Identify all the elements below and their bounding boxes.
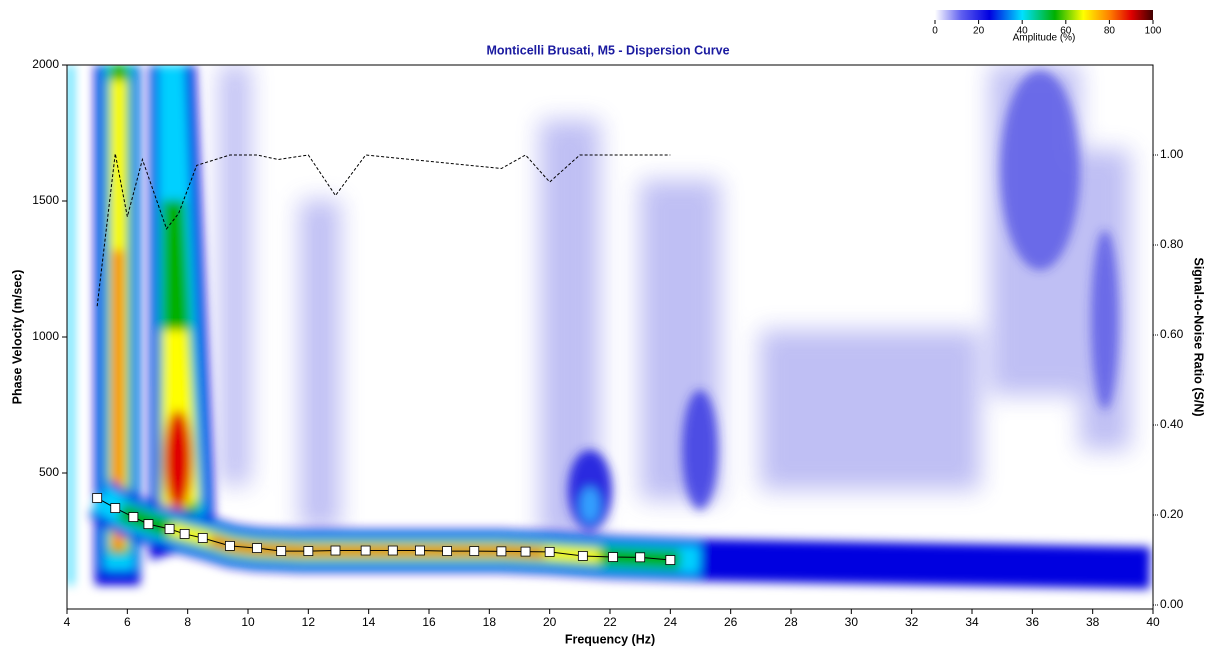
- x-tick-label: 30: [845, 615, 859, 629]
- x-tick-label: 40: [1146, 615, 1160, 629]
- data-point: [544, 546, 555, 557]
- x-axis-label: Frequency (Hz): [565, 632, 655, 646]
- data-point: [110, 503, 121, 513]
- x-tick-label: 38: [1086, 615, 1100, 629]
- data-point: [197, 533, 208, 543]
- x-tick-label: 12: [302, 615, 316, 629]
- data-point: [164, 524, 175, 534]
- data-point: [665, 555, 676, 565]
- data-point: [387, 545, 398, 556]
- x-tick-label: 4: [64, 615, 71, 629]
- colorbar-tick-label: 20: [973, 26, 985, 37]
- y2-tick-label: 1.00: [1160, 147, 1184, 161]
- y-tick-label: 500: [39, 465, 59, 479]
- data-point: [303, 546, 314, 556]
- snr-line: [96, 153, 671, 307]
- data-point: [143, 519, 154, 530]
- x-tick-label: 20: [543, 615, 557, 629]
- x-tick-label: 10: [241, 615, 255, 629]
- x-tick-label: 32: [905, 615, 919, 629]
- data-point: [635, 552, 646, 563]
- y2-tick-label: 0.60: [1160, 327, 1184, 341]
- data-point: [276, 546, 287, 556]
- colorbar-tick-label: 40: [1017, 26, 1029, 37]
- data-point: [252, 543, 262, 553]
- x-tick-label: 8: [184, 615, 191, 629]
- data-point: [179, 529, 190, 539]
- x-tick-label: 16: [422, 615, 436, 629]
- colorbar-tick-label: 80: [1104, 26, 1116, 37]
- colorbar-tick-label: 0: [932, 26, 938, 37]
- x-tick-label: 14: [362, 615, 376, 629]
- data-point: [520, 546, 531, 557]
- y2-axis-label: Signal-to-Noise Ratio (S/N): [1192, 257, 1206, 416]
- x-tick-label: 28: [784, 615, 798, 629]
- y2-tick-label: 0.40: [1160, 417, 1184, 431]
- data-point: [128, 512, 139, 522]
- y-tick-label: 2000: [32, 57, 59, 71]
- x-tick-label: 18: [483, 615, 497, 629]
- y2-tick-label: 0.20: [1160, 507, 1184, 521]
- data-point: [442, 546, 453, 556]
- x-tick-label: 34: [965, 615, 979, 629]
- data-point: [224, 540, 235, 551]
- data-point: [469, 546, 480, 556]
- x-tick-label: 6: [124, 615, 131, 629]
- x-tick-label: 26: [724, 615, 738, 629]
- data-point: [577, 551, 588, 561]
- data-point: [92, 493, 103, 503]
- colorbar-tick-label: 100: [1145, 26, 1162, 37]
- data-point: [496, 546, 507, 557]
- chart-title: Monticelli Brusati, M5 - Dispersion Curv…: [486, 43, 729, 57]
- x-tick-label: 22: [603, 615, 617, 629]
- x-tick-label: 24: [664, 615, 678, 629]
- colorbar-label: Amplitude (%): [1013, 33, 1076, 44]
- x-tick-label: 36: [1026, 615, 1040, 629]
- amplitude-map: [68, 65, 1151, 589]
- data-point: [330, 545, 341, 556]
- y2-tick-label: 0.00: [1160, 597, 1184, 611]
- colorbar-tick-label: 60: [1060, 26, 1072, 37]
- y-tick-label: 1500: [32, 193, 59, 207]
- y2-tick-label: 0.80: [1160, 237, 1184, 251]
- data-point: [360, 545, 371, 556]
- data-point: [608, 552, 618, 562]
- colorbar: [935, 10, 1153, 20]
- data-point: [415, 545, 425, 556]
- y-tick-label: 1000: [32, 329, 59, 343]
- y-axis-label: Phase Velocity (m/sec): [10, 270, 24, 405]
